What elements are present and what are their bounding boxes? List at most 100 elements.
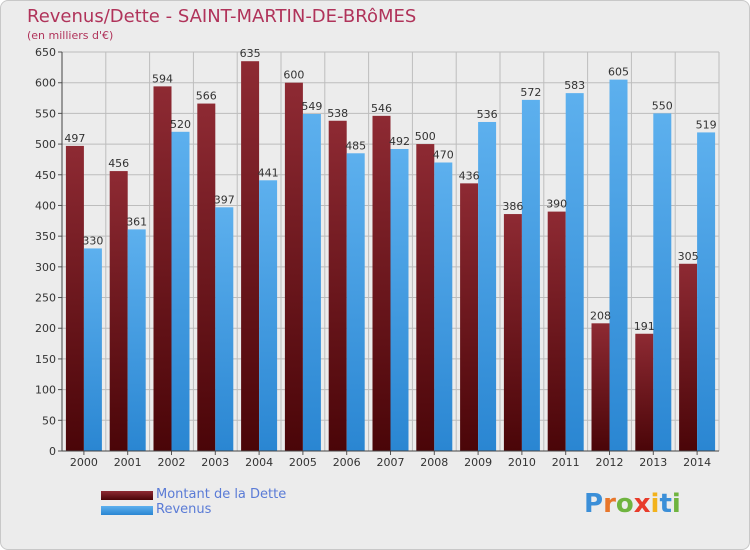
bar-revenus-2008 (434, 162, 453, 451)
logo-letter: P (584, 489, 604, 519)
bar-revenus-2005 (302, 113, 321, 451)
data-label-revenus-2006: 485 (345, 139, 366, 152)
y-tick-label: 200 (35, 322, 56, 335)
x-tick-label-2008: 2008 (420, 456, 448, 469)
x-tick-label-2010: 2010 (508, 456, 536, 469)
bar-debt-2005 (284, 82, 303, 451)
data-label-debt-2014: 305 (678, 250, 699, 263)
x-tick-label-2007: 2007 (377, 456, 405, 469)
y-tick-label: 150 (35, 353, 56, 366)
data-label-revenus-2014: 519 (696, 118, 717, 131)
data-label-revenus-2008: 470 (433, 148, 454, 161)
data-label-debt-2010: 386 (502, 200, 523, 213)
logo-letter: r (603, 489, 616, 519)
data-label-revenus-2004: 441 (258, 166, 279, 179)
bar-debt-2000 (65, 145, 84, 451)
data-label-debt-2009: 436 (459, 169, 480, 182)
data-label-debt-2011: 390 (546, 198, 567, 211)
x-tick-label-2011: 2011 (552, 456, 580, 469)
bar-revenus-2002 (171, 131, 190, 452)
data-label-revenus-2001: 361 (126, 215, 147, 228)
bar-revenus-2001 (127, 229, 146, 451)
x-tick-label-2002: 2002 (158, 456, 186, 469)
logo-letter: t (659, 489, 672, 519)
bar-debt-2007 (372, 115, 391, 451)
axes: 0 50 100 150 200 250 300 350 400 450 500 550 600 650 2… (35, 46, 719, 469)
chart-subtitle: (en milliers d'€) (27, 29, 114, 42)
bar-revenus-2013 (653, 113, 672, 451)
x-tick-label-2006: 2006 (333, 456, 361, 469)
y-tick-label: 650 (35, 46, 56, 59)
bar-debt-2001 (109, 171, 128, 451)
y-tick-label: 250 (35, 292, 56, 305)
bar-debt-2012 (591, 323, 610, 451)
bar-debt-2006 (328, 120, 347, 452)
bar-debt-2002 (153, 86, 172, 452)
bar-debt-2011 (547, 211, 566, 451)
data-label-debt-2006: 538 (327, 107, 348, 120)
x-tick-label-2012: 2012 (596, 456, 624, 469)
y-tick-label: 50 (42, 414, 56, 427)
data-labels: 497 330 456 361 594 520 566 397 635 441 600 549 538 4… (64, 47, 716, 333)
data-label-debt-2008: 500 (415, 130, 436, 143)
proxiti-logo: Proxiti (584, 489, 681, 519)
data-label-debt-2002: 594 (152, 72, 173, 85)
bar-revenus-2006 (346, 153, 365, 452)
data-label-debt-2007: 546 (371, 102, 392, 115)
y-tick-label: 350 (35, 230, 56, 243)
bar-revenus-2009 (478, 121, 497, 452)
y-tick-label: 550 (35, 107, 56, 120)
y-tick-label: 500 (35, 138, 56, 151)
chart-title: Revenus/Dette - SAINT-MARTIN-DE-BRôMES (27, 6, 417, 27)
x-tick-label-2003: 2003 (201, 456, 229, 469)
data-label-debt-2003: 566 (196, 90, 217, 103)
data-label-revenus-2005: 549 (301, 100, 322, 113)
logo-letter: i (650, 489, 660, 519)
bar-revenus-2014 (697, 132, 716, 451)
bar-revenus-2004 (259, 180, 278, 452)
data-label-revenus-2013: 550 (652, 99, 673, 112)
data-label-revenus-2002: 520 (170, 118, 191, 131)
bar-revenus-2003 (215, 207, 234, 451)
legend-label-debt: Montant de la Dette (156, 487, 287, 502)
data-label-debt-2012: 208 (590, 309, 611, 322)
bar-debt-2004 (241, 61, 260, 451)
bar-revenus-2007 (390, 148, 409, 452)
data-label-revenus-2000: 330 (82, 234, 103, 247)
bar-debt-2014 (679, 263, 698, 451)
y-tick-label: 600 (35, 77, 56, 90)
bars (65, 61, 716, 452)
data-label-revenus-2007: 492 (389, 135, 410, 148)
data-label-revenus-2010: 572 (520, 86, 541, 99)
bar-debt-2008 (416, 144, 435, 452)
legend-swatch-debt (101, 491, 153, 500)
data-label-revenus-2003: 397 (214, 193, 235, 206)
x-tick-label-2005: 2005 (289, 456, 317, 469)
bar-debt-2003 (197, 103, 216, 451)
x-tick-label-2014: 2014 (683, 456, 711, 469)
bar-debt-2013 (635, 333, 654, 451)
data-label-revenus-2011: 583 (564, 79, 585, 92)
logo-letter: o (615, 489, 634, 519)
x-tick-label-2013: 2013 (639, 456, 667, 469)
y-tick-label: 400 (35, 199, 56, 212)
data-label-debt-2004: 635 (240, 47, 261, 60)
y-tick-label: 450 (35, 169, 56, 182)
data-label-revenus-2009: 536 (477, 108, 498, 121)
data-label-debt-2013: 191 (634, 320, 655, 333)
bar-debt-2009 (460, 183, 479, 451)
bar-debt-2010 (503, 214, 522, 451)
y-tick-label: 100 (35, 384, 56, 397)
x-tick-label-2000: 2000 (70, 456, 98, 469)
legend-label-revenus: Revenus (156, 502, 212, 517)
bar-revenus-2010 (521, 99, 540, 451)
y-tick-label: 300 (35, 261, 56, 274)
x-tick-label-2004: 2004 (245, 456, 273, 469)
data-label-revenus-2012: 605 (608, 66, 629, 79)
x-tick-label-2001: 2001 (114, 456, 142, 469)
data-label-debt-2000: 497 (64, 132, 85, 145)
data-label-debt-2005: 600 (283, 69, 304, 82)
bar-revenus-2012 (609, 79, 628, 451)
